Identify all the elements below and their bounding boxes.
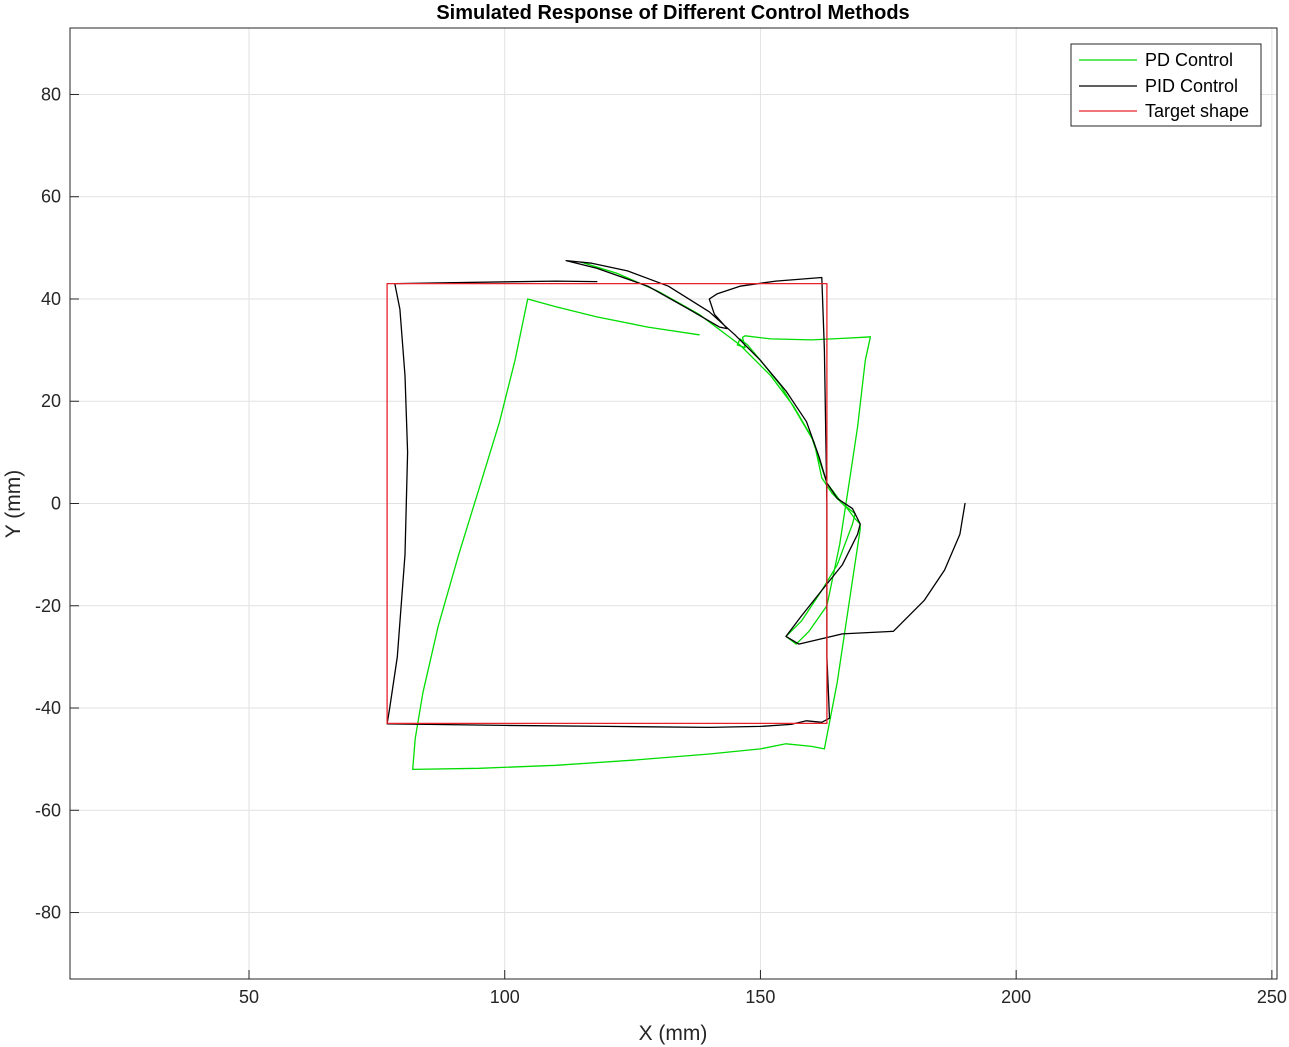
- y-tick-label: 40: [41, 289, 61, 309]
- y-tick-label: -60: [35, 800, 61, 820]
- y-tick-label: -80: [35, 903, 61, 923]
- x-tick-label: 50: [239, 987, 259, 1007]
- y-tick-label: 80: [41, 84, 61, 104]
- x-tick-label: 100: [490, 987, 520, 1007]
- series-line-pd-control: [412, 261, 872, 771]
- x-tick-label: 200: [1001, 987, 1031, 1007]
- y-tick-label: 0: [51, 494, 61, 514]
- grid: [70, 28, 1277, 979]
- x-axis-label: X (mm): [639, 1022, 708, 1045]
- legend-box: [1070, 43, 1262, 127]
- y-tick-label: -40: [35, 698, 61, 718]
- series-lines: [386, 259, 966, 771]
- axis-ticks: 50 100 150 200 250 -80 -60 -40 -20 0 20 40 60 80: [35, 84, 1287, 1007]
- series-line-target-shape: [386, 282, 828, 725]
- y-tick-label: -20: [35, 596, 61, 616]
- legend: PD Control PID Control Target shape: [1070, 43, 1262, 127]
- legend-label-pd-control: PD Control: [1145, 50, 1233, 70]
- y-tick-label: 60: [41, 187, 61, 207]
- chart-title: Simulated Response of Different Control …: [436, 2, 909, 24]
- legend-label-pid-control: PID Control: [1145, 76, 1238, 96]
- legend-label-target-shape: Target shape: [1145, 101, 1249, 121]
- y-tick-label: 20: [41, 391, 61, 411]
- y-axis-label: Y (mm): [2, 470, 25, 538]
- x-tick-label: 150: [745, 987, 775, 1007]
- x-tick-label: 250: [1257, 987, 1287, 1007]
